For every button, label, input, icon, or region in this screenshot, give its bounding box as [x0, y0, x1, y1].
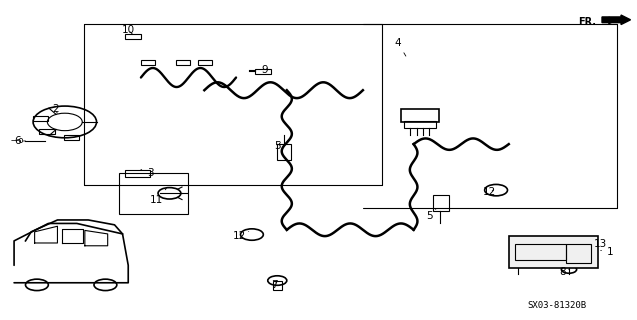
Text: 13: 13	[591, 239, 607, 249]
Bar	[125, 171, 150, 178]
Text: 11: 11	[150, 188, 166, 205]
Text: FR.: FR.	[578, 17, 596, 27]
Bar	[118, 173, 189, 214]
Bar	[509, 236, 598, 268]
Bar	[141, 60, 155, 65]
Bar	[401, 109, 439, 122]
Bar	[277, 144, 291, 160]
Text: 10: 10	[122, 25, 135, 35]
Text: 4: 4	[394, 38, 406, 56]
Bar	[198, 60, 212, 65]
Bar	[433, 195, 448, 211]
Bar	[176, 60, 190, 65]
Text: 5: 5	[274, 141, 280, 151]
Bar	[566, 244, 591, 263]
Text: 8: 8	[559, 267, 569, 277]
Text: 6: 6	[14, 136, 25, 146]
Text: 1: 1	[601, 247, 613, 257]
Text: 12: 12	[233, 231, 248, 241]
Text: 3: 3	[141, 168, 154, 178]
Text: 12: 12	[483, 187, 496, 197]
Bar	[404, 121, 436, 128]
Text: 5: 5	[426, 209, 436, 220]
Bar	[255, 69, 271, 74]
Text: —o: —o	[11, 136, 24, 146]
Text: 9: 9	[261, 65, 268, 75]
Text: 2: 2	[52, 104, 59, 114]
Text: SX03-81320B: SX03-81320B	[528, 301, 587, 310]
Bar	[515, 244, 566, 260]
Bar	[39, 129, 55, 134]
Text: 7: 7	[271, 280, 278, 290]
Bar	[64, 135, 79, 140]
Bar	[273, 281, 282, 290]
Bar	[33, 116, 48, 121]
Bar	[125, 34, 141, 39]
FancyArrow shape	[602, 15, 631, 25]
